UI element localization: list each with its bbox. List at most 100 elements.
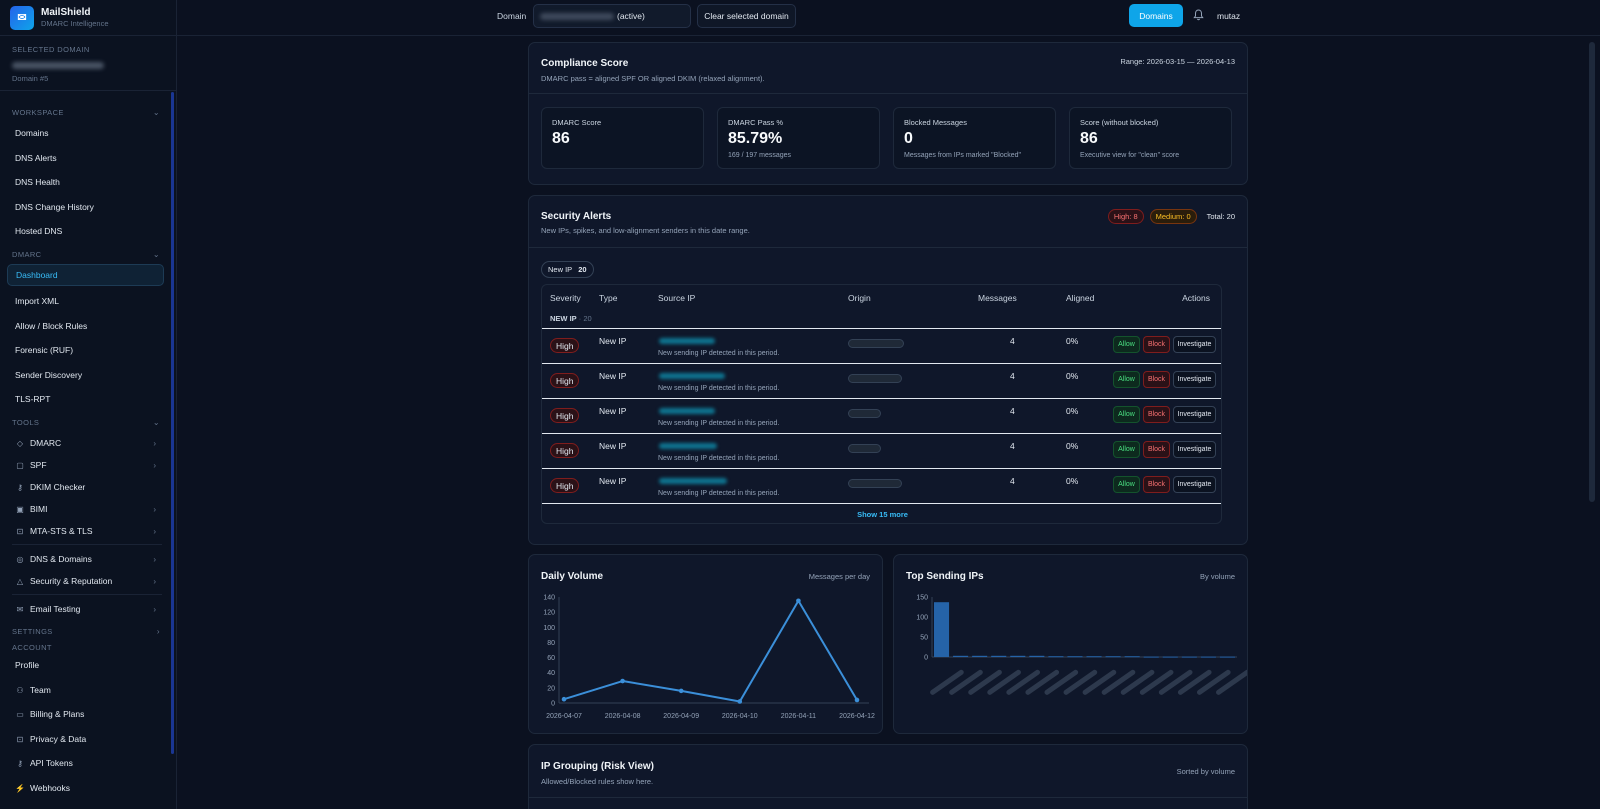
aligned-percent: 0%: [1066, 406, 1079, 416]
block-button[interactable]: Block: [1143, 406, 1170, 423]
message-count: 4: [1010, 371, 1015, 381]
section-tools[interactable]: TOOLS ⌄: [12, 415, 160, 429]
bar: [1067, 656, 1083, 658]
alert-type: New IP: [599, 371, 627, 381]
section-settings[interactable]: SETTINGS ›: [12, 624, 160, 638]
divider: [529, 797, 1247, 798]
x-tick-label-blurred: [1044, 669, 1079, 695]
section-workspace-label: WORKSPACE: [12, 107, 64, 117]
sidebar-item-team[interactable]: ⚇ Team: [7, 679, 164, 701]
user-name[interactable]: mutaz: [1217, 11, 1241, 21]
sidebar-item-tool-dns-domains[interactable]: ◎ DNS & Domains ›: [7, 548, 164, 570]
sidebar-item-tls-rpt[interactable]: TLS-RPT: [7, 388, 164, 410]
sidebar-item-webhooks[interactable]: ⚡ Webhooks: [7, 777, 164, 799]
source-ip[interactable]: [659, 373, 725, 379]
table-row: High New IP New sending IP detected in t…: [542, 363, 1221, 398]
source-ip[interactable]: [659, 408, 715, 414]
sidebar-item-label: Import XML: [15, 296, 59, 306]
block-button[interactable]: Block: [1143, 441, 1170, 458]
sidebar-item-forensic[interactable]: Forensic (RUF): [7, 339, 164, 361]
filter-chip-new-ip[interactable]: New IP 20: [541, 261, 594, 278]
investigate-button[interactable]: Investigate: [1173, 371, 1216, 388]
warning-icon: △: [16, 576, 24, 586]
severity-badge: High: [550, 373, 580, 388]
message-count: 4: [1010, 406, 1015, 416]
sidebar-item-dns-alerts[interactable]: DNS Alerts: [7, 147, 164, 169]
y-tick-label: 100: [916, 615, 928, 622]
sidebar-item-tool-dkim[interactable]: ⚷ DKIM Checker: [7, 476, 164, 498]
allow-button[interactable]: Allow: [1113, 406, 1140, 423]
sidebar-item-label: DNS Alerts: [15, 153, 57, 163]
selected-domain-label: SELECTED DOMAIN: [12, 45, 90, 54]
investigate-button[interactable]: Investigate: [1173, 406, 1216, 423]
divider: [529, 247, 1247, 248]
block-button[interactable]: Block: [1143, 336, 1170, 353]
sidebar-item-tool-spf[interactable]: ▢ SPF ›: [7, 454, 164, 476]
allow-button[interactable]: Allow: [1113, 371, 1140, 388]
allow-button[interactable]: Allow: [1113, 441, 1140, 458]
section-dmarc[interactable]: DMARC ⌄: [12, 247, 160, 261]
x-tick-label-blurred: [1006, 669, 1041, 695]
domains-button[interactable]: Domains: [1129, 4, 1183, 27]
sidebar-item-dashboard[interactable]: Dashboard: [7, 264, 164, 286]
block-button[interactable]: Block: [1143, 476, 1170, 493]
clear-domain-button[interactable]: Clear selected domain: [697, 4, 796, 28]
x-tick-label-blurred: [1139, 669, 1174, 695]
table-row: High New IP New sending IP detected in t…: [542, 328, 1221, 363]
sidebar-item-tool-dmarc[interactable]: ◇ DMARC ›: [7, 432, 164, 454]
x-tick-label: 2026-04-08: [605, 713, 641, 720]
daily-volume-card: Daily Volume Messages per day 0 20 40 60 80 1…: [528, 554, 883, 734]
kpi-dmarc-pass: DMARC Pass % 85.79% 169 / 197 messages: [717, 107, 880, 169]
allow-button[interactable]: Allow: [1113, 476, 1140, 493]
sidebar-item-import-xml[interactable]: Import XML: [7, 290, 164, 312]
bar: [1219, 656, 1235, 658]
sidebar-item-billing[interactable]: ▭ Billing & Plans: [7, 703, 164, 725]
sidebar-item-sender-discovery[interactable]: Sender Discovery: [7, 364, 164, 386]
severity-badge: High: [550, 478, 580, 493]
table-row: High New IP New sending IP detected in t…: [542, 468, 1221, 503]
brand[interactable]: ✉ MailShield DMARC Intelligence: [0, 0, 176, 36]
investigate-button[interactable]: Investigate: [1173, 441, 1216, 458]
sidebar-item-tool-email-testing[interactable]: ✉ Email Testing ›: [7, 598, 164, 620]
kpi-value: 0: [904, 130, 913, 147]
lock-icon: ⊡: [16, 734, 24, 744]
y-tick-label: 0: [924, 655, 928, 662]
domain-select[interactable]: (active): [533, 4, 691, 28]
sidebar-item-allow-block-rules[interactable]: Allow / Block Rules: [7, 315, 164, 337]
sidebar-item-tool-bimi[interactable]: ▣ BIMI ›: [7, 498, 164, 520]
source-ip[interactable]: [659, 338, 715, 344]
source-ip[interactable]: [659, 443, 717, 449]
x-tick-label: 2026-04-07: [546, 713, 582, 720]
sidebar-item-dns-health[interactable]: DNS Health: [7, 171, 164, 193]
block-button[interactable]: Block: [1143, 371, 1170, 388]
sidebar-scrollbar[interactable]: [171, 92, 174, 754]
x-tick-label-blurred: [1158, 669, 1193, 695]
alert-detail: New sending IP detected in this period.: [658, 385, 780, 392]
kpi-label: Score (without blocked): [1080, 118, 1159, 127]
sidebar-item-dns-change-history[interactable]: DNS Change History: [7, 196, 164, 218]
data-point: [678, 688, 684, 694]
ip-grouping-card: IP Grouping (Risk View) Allowed/Blocked …: [528, 744, 1248, 809]
y-tick-label: 120: [543, 610, 555, 617]
sidebar-item-label: Billing & Plans: [30, 709, 85, 719]
sidebar-item-domains[interactable]: Domains: [7, 122, 164, 144]
sidebar-item-privacy[interactable]: ⊡ Privacy & Data: [7, 728, 164, 750]
x-tick-label-blurred: [987, 669, 1021, 695]
y-tick-label: 20: [547, 685, 555, 692]
total-count: Total: 20: [1206, 212, 1235, 221]
sidebar-item-hosted-dns[interactable]: Hosted DNS: [7, 220, 164, 242]
sidebar-item-profile[interactable]: Profile: [7, 654, 164, 676]
section-workspace[interactable]: WORKSPACE ⌄: [12, 105, 160, 119]
col-origin: Origin: [848, 293, 871, 303]
bell-icon[interactable]: [1193, 9, 1205, 23]
sidebar-item-tool-mta-sts[interactable]: ⊡ MTA-STS & TLS ›: [7, 520, 164, 542]
show-more-button[interactable]: Show 15 more: [857, 510, 908, 519]
sidebar-item-tool-security-reputation[interactable]: △ Security & Reputation ›: [7, 570, 164, 592]
investigate-button[interactable]: Investigate: [1173, 336, 1216, 353]
investigate-button[interactable]: Investigate: [1173, 476, 1216, 493]
sidebar-item-api-tokens[interactable]: ⚷ API Tokens: [7, 752, 164, 774]
page-scrollbar[interactable]: [1589, 42, 1595, 502]
allow-button[interactable]: Allow: [1113, 336, 1140, 353]
source-ip[interactable]: [659, 478, 727, 484]
severity-badge: High: [550, 338, 580, 353]
